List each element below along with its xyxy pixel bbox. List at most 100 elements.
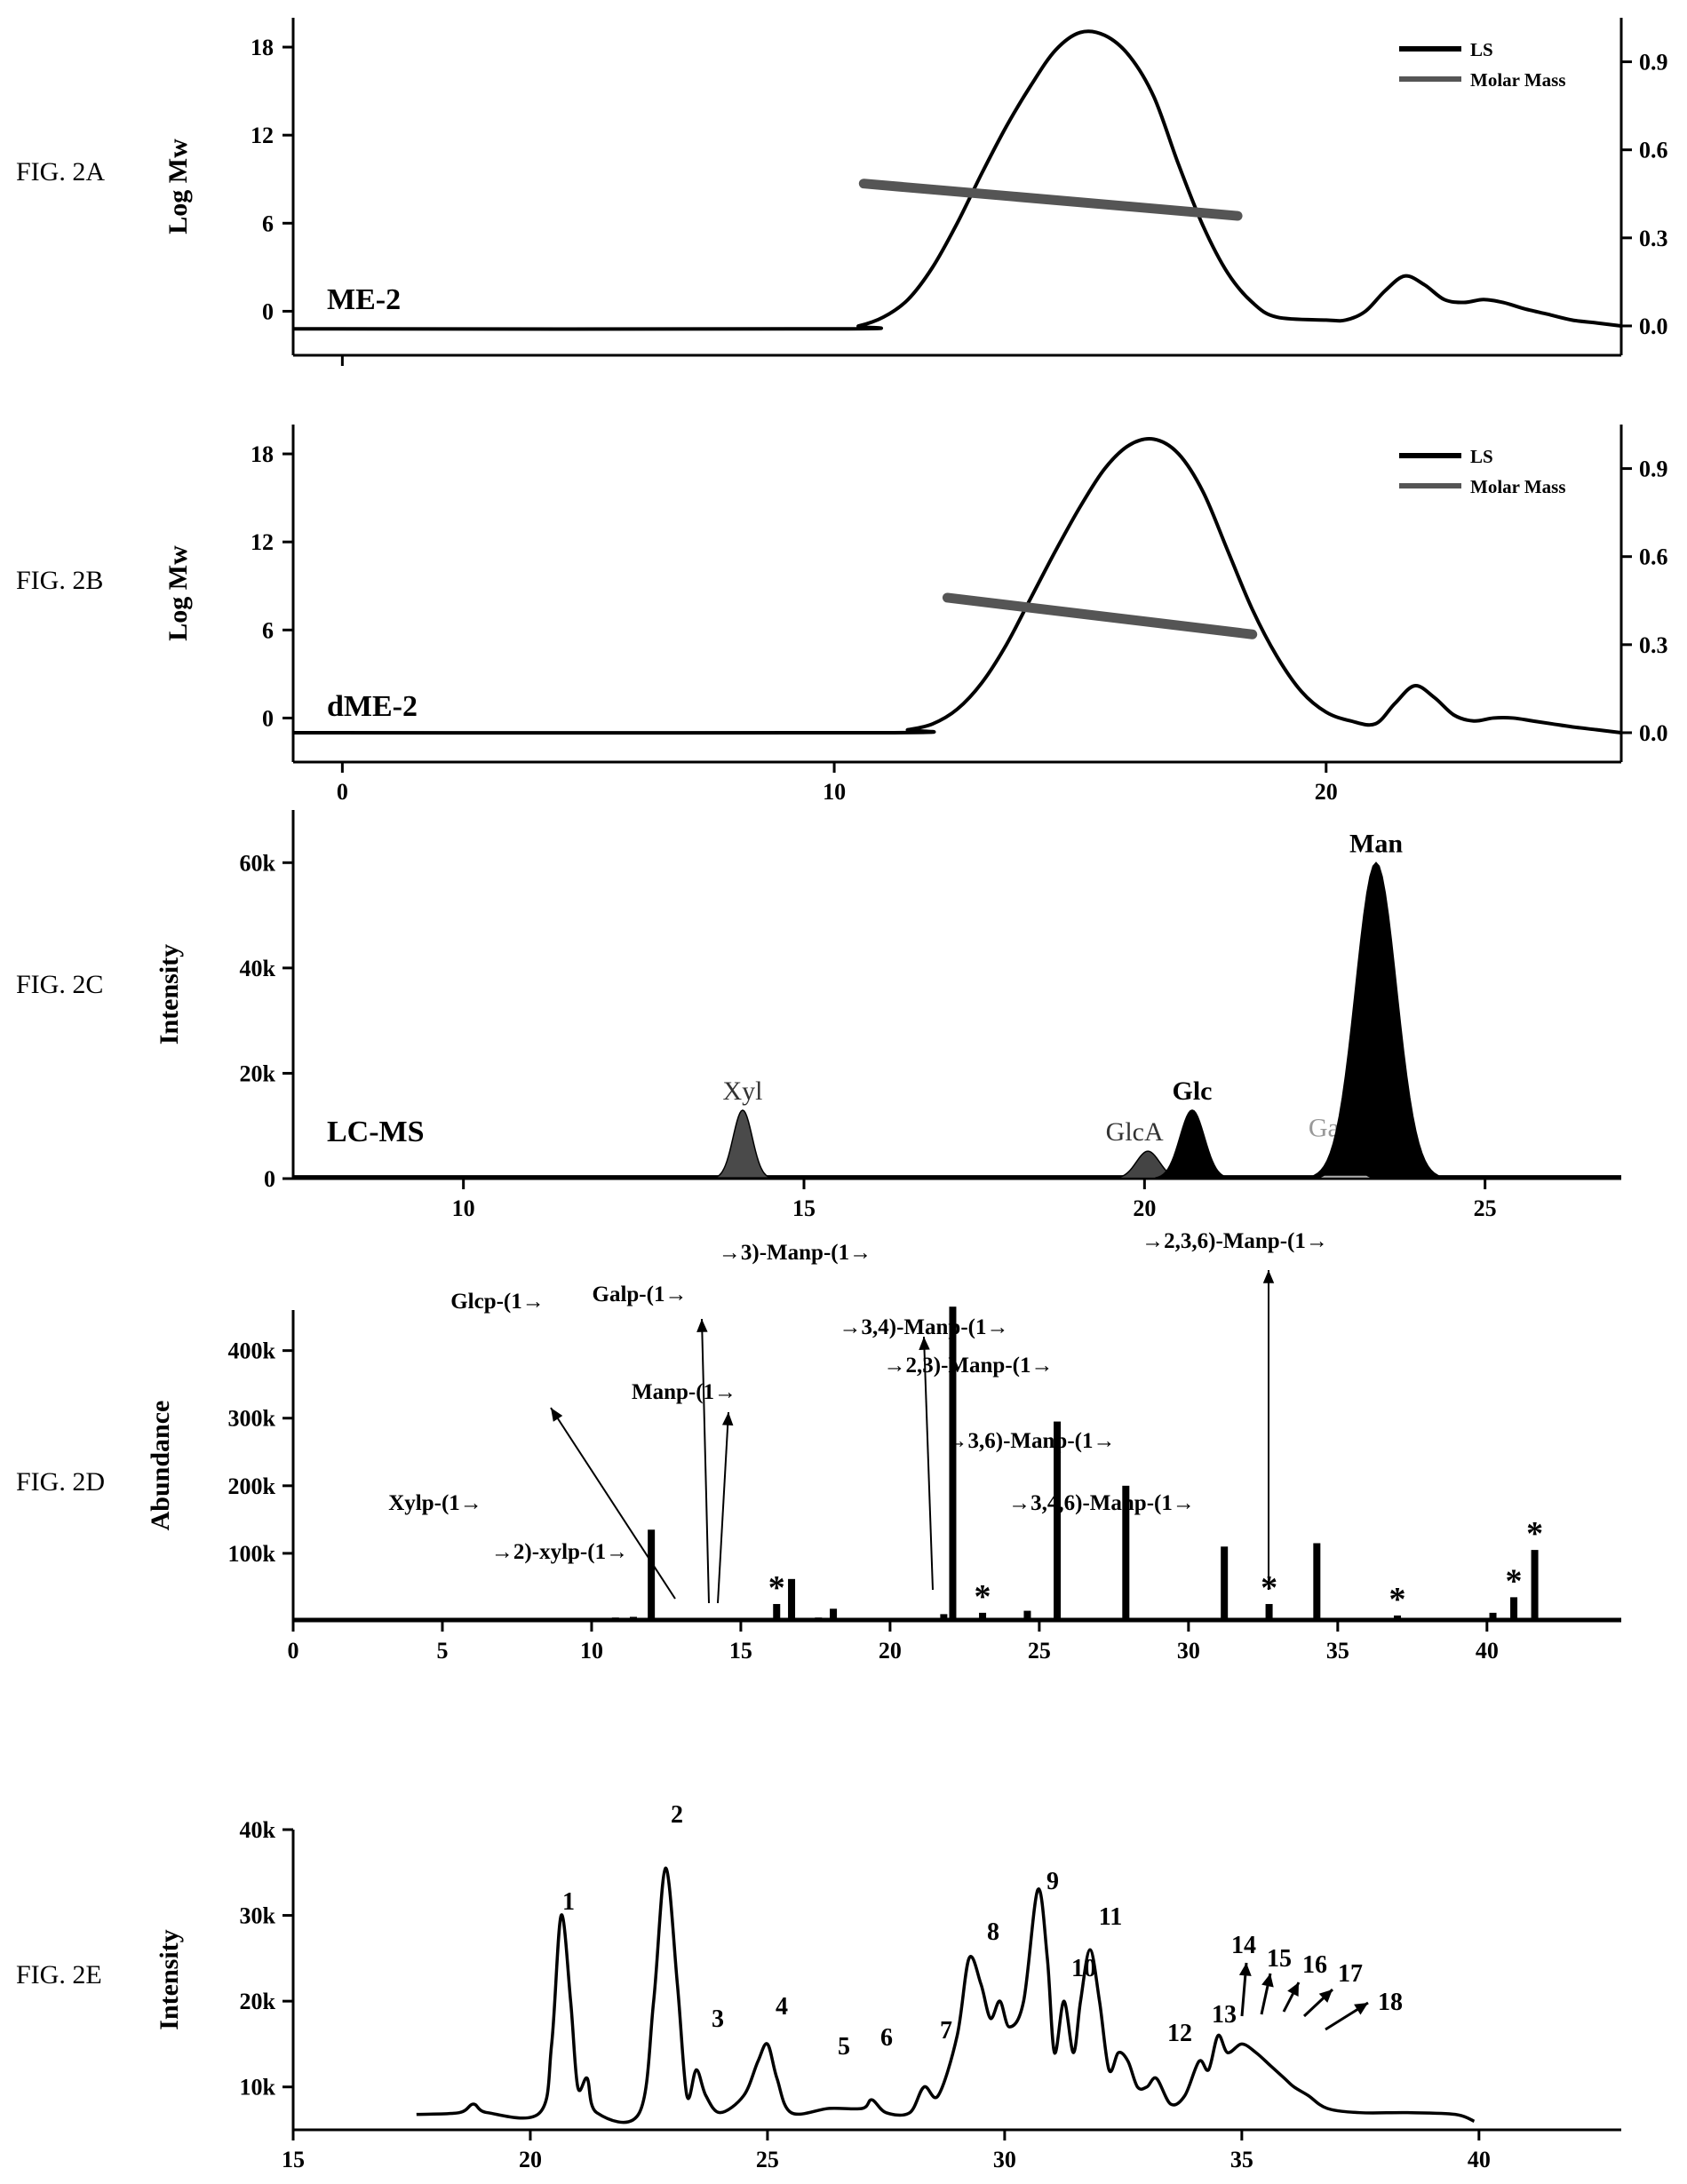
peak-number-label: 2 [671,1801,683,1829]
peak-bar [1531,1550,1539,1621]
peak-bar [788,1578,796,1621]
asterisk-mark: * [768,1569,785,1607]
series-ls-line [292,437,1622,735]
chart-B: 0 6 12 18 0.0 0.3 0.6 0.9 0 10 20 Log Mw dME-2 LS Mola… [163,425,1668,805]
arrowhead [1354,2003,1368,2015]
y2-tick-label: 0.3 [1639,632,1668,658]
chart-C: 0 20k 40k 60k 10 15 20 25 Intensity LC-MS Xyl GlcA G… [155,810,1621,1221]
arrowhead [696,1319,708,1332]
linkage-label: Xylp-(1→ [388,1491,482,1515]
series-molar-mass-line [942,592,1258,639]
y2-tick-label: 0.6 [1639,544,1668,570]
panel-label-1: FIG. 2B [16,566,104,595]
y2-tick-label: 0.9 [1639,457,1668,482]
peak-bar [1054,1421,1062,1621]
peak-bar [1548,1617,1556,1621]
peak-label-xyl: Xyl [723,1076,763,1106]
y-tick-label: 400k [228,1338,276,1364]
peak-bar [979,1612,987,1621]
peak-bar [648,1529,656,1621]
x-tick-label: 20 [879,1638,902,1664]
linkage-label: →2,3,6)-Manp-(1→ [1142,1229,1328,1253]
linkage-label: Manp-(1→ [632,1380,736,1404]
x-tick-label: 20 [1133,1195,1156,1221]
series-ls-line [292,29,1622,331]
x-tick-label: 25 [1474,1195,1497,1221]
peak-number-label: 1 [562,1888,575,1916]
y-tick-label: 0 [262,298,274,324]
x-tick-label: 40 [1468,2147,1491,2172]
legend-label: LS [1470,39,1493,60]
peak-bar [749,1617,757,1621]
y-tick-label: 20k [240,1989,276,2014]
x-tick-label: 10 [452,1195,475,1221]
peak-bar [815,1617,823,1621]
x-tick-label: 30 [993,2147,1016,2172]
peak-bar [940,1614,948,1621]
y-tick-label: 200k [228,1473,276,1499]
annotation-arrow [923,1336,934,1591]
peak-bar [830,1608,838,1621]
y2-tick-label: 0.0 [1639,314,1668,339]
peak-label-glca: GlcA [1106,1117,1164,1147]
peak-bar [1221,1546,1229,1621]
arrowhead [1287,1982,1299,1997]
y-tick-label: 20k [240,1060,276,1086]
y-tick-label: 6 [262,210,274,236]
linkage-label: Galp-(1→ [593,1283,688,1306]
arrowhead [1261,1974,1274,1988]
peak-number-label: 15 [1267,1945,1292,1973]
x-tick-label: 35 [1326,1638,1349,1664]
peak-man [1312,862,1440,1176]
y-axis-label: Abundance [146,1401,175,1531]
peak-number-label: 9 [1046,1868,1059,1895]
intensity-trace [416,1866,1476,2124]
peak-number-label: 10 [1071,1955,1096,1982]
panel-label-0: FIG. 2A [16,157,106,187]
chart-A: 0 6 12 18 0.0 0.3 0.6 0.9 Log Mw ME-2 LS Molar Mass [163,18,1668,366]
peak-bar [1023,1610,1031,1621]
linkage-label: Glcp-(1→ [450,1290,545,1314]
asterisk-mark: * [1526,1515,1543,1553]
peak-number-label: 17 [1338,1960,1363,1988]
peak-number-label: 7 [940,2017,952,2045]
y2-tick-label: 0.6 [1639,138,1668,163]
legend-label: Molar Mass [1470,476,1566,497]
y-tick-label: 18 [251,35,274,60]
peak-bar [1394,1615,1402,1621]
y-tick-label: 40k [240,1817,276,1843]
series-molar-mass-line [858,179,1243,221]
y-tick-label: 6 [262,617,274,643]
panel-label-4: FIG. 2E [16,1960,102,1989]
asterisk-mark: * [1389,1581,1406,1618]
peak-number-label: 4 [776,1993,788,2021]
peak-number-label: 14 [1231,1932,1256,1959]
peak-number-label: 12 [1167,2020,1192,2047]
y-axis-label: Intensity [155,1929,184,2029]
x-tick-label: 30 [1177,1638,1200,1664]
x-tick-label: 10 [580,1638,603,1664]
y-axis-label: Log Mw [163,139,193,234]
peak-number-label: 16 [1302,1951,1327,1979]
x-tick-label: 40 [1476,1638,1499,1664]
peak-bar [629,1616,637,1621]
linkage-label: →2)-xylp-(1→ [491,1540,628,1564]
peak-bar [1313,1543,1321,1621]
annotation-arrow [701,1318,710,1604]
linkage-label: →3)-Manp-(1→ [719,1241,871,1265]
x-tick-label: 20 [519,2147,542,2172]
x-tick-label: 20 [1315,779,1338,805]
peak-number-label: 5 [838,2033,850,2061]
peak-bar [1510,1597,1518,1621]
peak-label-man: Man [1349,829,1403,858]
peak-bar [1489,1612,1497,1621]
y-tick-label: 0 [262,705,274,731]
x-tick-label: 0 [288,1638,299,1664]
sample-label: LC-MS [327,1116,425,1148]
asterisk-mark: * [975,1578,991,1616]
annotation-arrow [550,1407,676,1600]
y-tick-label: 300k [228,1406,276,1432]
peak-bar [1265,1603,1273,1621]
